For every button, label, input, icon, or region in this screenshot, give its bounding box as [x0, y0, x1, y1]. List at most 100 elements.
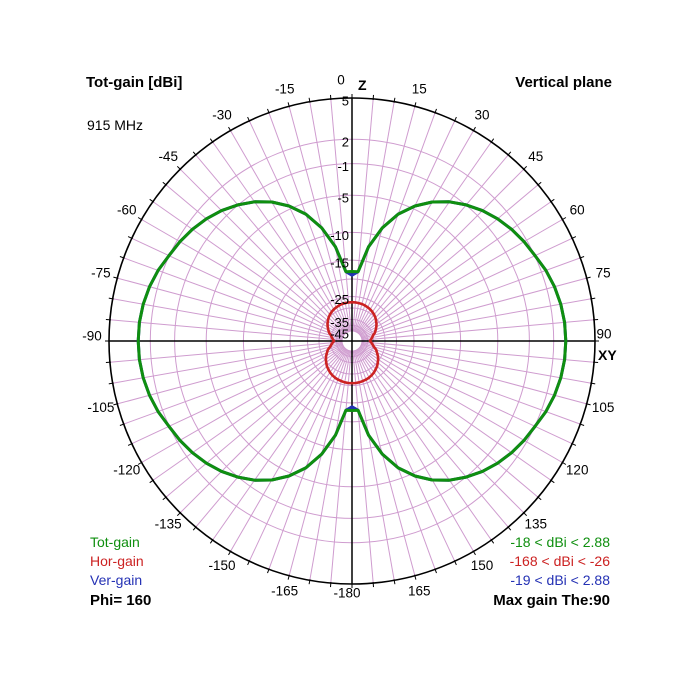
grid-spoke	[179, 168, 346, 335]
angle-label: -30	[212, 107, 232, 122]
angle-label: 15	[412, 81, 427, 96]
grid-spoke	[212, 348, 347, 541]
angle-tick	[507, 526, 512, 531]
ring-label: -10	[330, 228, 349, 243]
grid-spoke	[112, 298, 343, 340]
hor-gain-range-label: -168 < dBi < -26	[509, 553, 610, 569]
angle-tick	[490, 538, 495, 544]
angle-tick	[590, 297, 596, 300]
grid-spoke	[230, 349, 348, 552]
angle-tick	[127, 442, 133, 446]
grid-spoke	[358, 168, 525, 335]
angle-tick	[434, 568, 437, 574]
grid-spoke	[355, 120, 456, 333]
max-gain-label: Max gain The:90	[493, 592, 610, 609]
grid-spoke	[152, 201, 345, 336]
angle-tick	[119, 423, 125, 426]
angle-label: 0	[337, 73, 345, 88]
angle-tick	[522, 165, 528, 171]
grid-spoke	[230, 130, 348, 333]
angle-tick	[585, 276, 591, 279]
legend-series: Tot-gain Hor-gain Ver-gain Phi= 160	[90, 533, 151, 610]
angle-label: -105	[87, 400, 114, 415]
angle-label: 30	[474, 107, 489, 122]
legend-ranges: -18 < dBi < 2.88 -168 < dBi < -26 -19 < …	[493, 533, 610, 610]
angle-label: 45	[528, 149, 543, 164]
grid-spoke	[359, 184, 539, 335]
angle-tick	[228, 550, 232, 556]
grid-spoke	[356, 130, 474, 333]
curve-hor-gain	[324, 300, 380, 385]
angle-tick	[590, 382, 596, 385]
grid-spoke	[131, 237, 344, 338]
grid-spoke	[141, 345, 344, 463]
grid-spoke	[353, 350, 395, 581]
ring-label: -15	[330, 256, 349, 271]
angle-label: -60	[117, 203, 137, 218]
angle-label: -165	[271, 584, 298, 599]
curve-tot-gain	[136, 200, 568, 482]
angle-tick	[507, 151, 512, 156]
angle-tick	[149, 198, 155, 203]
angle-label: -120	[113, 463, 140, 478]
grid-spoke	[248, 349, 349, 562]
grid-spoke	[288, 350, 350, 576]
angle-tick	[108, 382, 114, 385]
grid-spoke	[195, 154, 346, 334]
grid-spoke	[358, 348, 509, 528]
grid-spoke	[357, 348, 492, 541]
grid-spoke	[354, 350, 416, 576]
phi-label: Phi= 160	[90, 592, 152, 609]
grid-spoke	[112, 342, 343, 384]
grid-spoke	[248, 120, 349, 333]
angle-tick	[267, 568, 270, 574]
angle-tick	[579, 423, 585, 426]
angle-tick	[393, 579, 396, 585]
ring-label: 2	[342, 135, 349, 150]
ring-label: -1	[337, 159, 349, 174]
angle-label: -15	[275, 81, 295, 96]
angle-tick	[561, 461, 567, 465]
grid-spoke	[131, 344, 344, 445]
grid-spoke	[117, 343, 343, 405]
angle-label: -45	[158, 149, 178, 164]
ver-gain-range-label: -19 < dBi < 2.88	[510, 572, 610, 588]
grid-spoke	[358, 347, 525, 514]
angle-label: 105	[592, 400, 615, 415]
ring-label: 5	[342, 93, 349, 108]
angle-label: 60	[570, 203, 585, 218]
grid-spoke	[360, 237, 573, 338]
grid-spoke	[359, 201, 552, 336]
angle-label: 120	[566, 463, 589, 478]
grid-spoke	[268, 112, 350, 332]
chart-title: Tot-gain [dBi]	[86, 74, 183, 91]
xy-axis-marker: XY	[598, 347, 617, 363]
legend-tot-gain-label: Tot-gain	[90, 534, 140, 550]
angle-label: 75	[596, 265, 611, 280]
grid-spoke	[288, 106, 350, 332]
angle-tick	[137, 217, 143, 221]
angle-label: 135	[525, 516, 548, 531]
grid-spoke	[141, 219, 344, 337]
grid-spoke	[330, 98, 352, 332]
legend-hor-gain-label: Hor-gain	[90, 553, 144, 569]
ring-label: -45	[330, 326, 349, 341]
angle-label: -180	[333, 586, 360, 601]
grid-spoke	[123, 257, 343, 339]
ring-label: -35	[330, 315, 349, 330]
grid-spoke	[361, 257, 581, 339]
grid-spoke	[212, 141, 347, 334]
angle-tick	[549, 479, 555, 484]
angle-tick	[162, 181, 167, 186]
angle-tick	[113, 276, 119, 279]
grid-spoke	[165, 347, 345, 498]
grid-spoke	[309, 101, 351, 332]
z-axis-marker: Z	[358, 77, 367, 93]
angle-tick	[162, 496, 167, 501]
grid-spoke	[356, 349, 474, 552]
angle-tick	[585, 403, 591, 406]
angle-tick	[579, 256, 585, 259]
angle-tick	[393, 97, 396, 103]
